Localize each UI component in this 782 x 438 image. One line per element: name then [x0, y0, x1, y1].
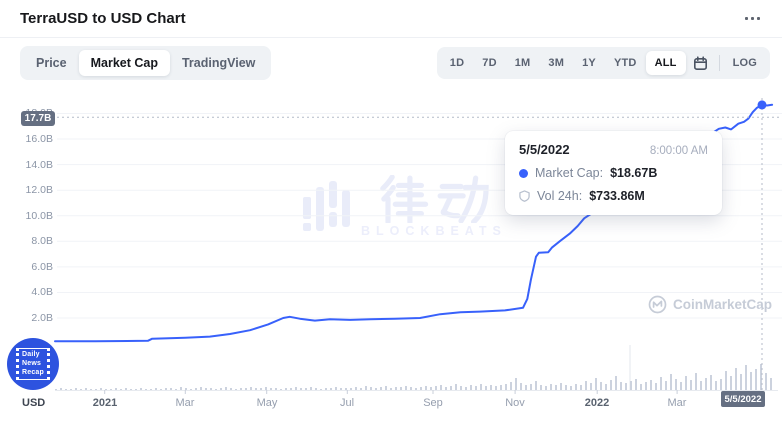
- crosshair-x-badge: 5/5/2022: [721, 391, 765, 407]
- x-tick-label: Nov: [505, 397, 525, 409]
- calendar-button[interactable]: [686, 52, 715, 75]
- range-ytd[interactable]: YTD: [613, 57, 637, 69]
- shield-icon: [519, 190, 530, 202]
- tooltip-value: $733.86M: [589, 189, 645, 203]
- tooltip-date: 5/5/2022: [519, 142, 570, 157]
- y-tick-label: 2.0B: [31, 312, 53, 324]
- range-1m[interactable]: 1M: [514, 57, 531, 69]
- daily-news-recap-badge[interactable]: Daily News Recap: [7, 338, 59, 390]
- y-tick-label: 16.0B: [25, 133, 53, 145]
- badge-line: News: [21, 360, 42, 368]
- badge-line: Daily: [21, 351, 40, 359]
- tooltip-label: Vol 24h:: [537, 189, 583, 203]
- y-tick-label: 12.0B: [25, 184, 53, 196]
- tab-price[interactable]: Price: [36, 56, 67, 70]
- range-7d[interactable]: 7D: [482, 57, 497, 69]
- range-all[interactable]: ALL: [645, 51, 686, 75]
- tooltip-value: $18.67B: [610, 166, 658, 180]
- range-switcher: 1D 7D 1M 3M 1Y YTD ALL LOG: [436, 47, 770, 79]
- range-3m[interactable]: 3M: [548, 57, 565, 69]
- range-1y[interactable]: 1Y: [582, 57, 596, 69]
- coinmarketcap-watermark: CoinMarketCap: [648, 295, 772, 314]
- tooltip-volume-row: Vol 24h: $733.86M: [519, 189, 708, 203]
- x-tick-label: Mar: [667, 397, 687, 409]
- x-tick-label: 2022: [584, 397, 610, 409]
- y-tick-label: 10.0B: [25, 210, 53, 222]
- coinmarketcap-label: CoinMarketCap: [673, 297, 773, 312]
- page-title: TerraUSD to USD Chart: [20, 10, 186, 27]
- log-scale-toggle[interactable]: LOG: [732, 57, 757, 69]
- chart-type-switcher: Price Market Cap TradingView: [20, 46, 272, 80]
- y-tick-label: 6.0B: [31, 261, 53, 273]
- crosshair-y-badge: 17.7B: [21, 111, 55, 126]
- tab-market-cap[interactable]: Market Cap: [78, 50, 170, 76]
- x-tick-label: May: [256, 397, 278, 409]
- chart-toolbar: Price Market Cap TradingView 1D 7D 1M 3M…: [0, 38, 782, 88]
- chart-tooltip: 5/5/2022 8:00:00 AM Market Cap: $18.67B …: [505, 131, 722, 215]
- tab-tradingview[interactable]: TradingView: [181, 56, 256, 70]
- x-axis: 2021 Mar May Jul Sep Nov 2022 Mar: [0, 397, 782, 411]
- x-tick-label: Sep: [423, 397, 443, 409]
- widget-header: TerraUSD to USD Chart: [0, 0, 782, 38]
- blockbeats-wordmark: BLOCKBEATS: [361, 224, 507, 238]
- coinmarketcap-logo-icon: [648, 295, 667, 314]
- range-1d[interactable]: 1D: [449, 57, 465, 69]
- y-tick-label: 8.0B: [31, 235, 53, 247]
- film-strip-icon: Daily News Recap: [15, 348, 50, 380]
- x-tick-label: 2021: [92, 397, 118, 409]
- toolbar-divider: [718, 55, 720, 71]
- tooltip-market-cap-row: Market Cap: $18.67B: [519, 166, 708, 180]
- y-tick-label: 4.0B: [31, 286, 53, 298]
- more-menu-button[interactable]: [743, 11, 762, 26]
- blockbeats-bars-icon: [303, 181, 350, 231]
- tooltip-label: Market Cap:: [535, 166, 604, 180]
- badge-line: Recap: [21, 368, 44, 376]
- calendar-icon: [693, 55, 707, 70]
- x-tick-label: Jul: [339, 397, 355, 409]
- x-tick-label: Mar: [175, 397, 195, 409]
- y-tick-label: 14.0B: [25, 159, 53, 171]
- market-cap-dot-icon: [519, 168, 528, 178]
- axis-unit-label: USD: [22, 397, 46, 409]
- tooltip-time: 8:00:00 AM: [649, 145, 708, 157]
